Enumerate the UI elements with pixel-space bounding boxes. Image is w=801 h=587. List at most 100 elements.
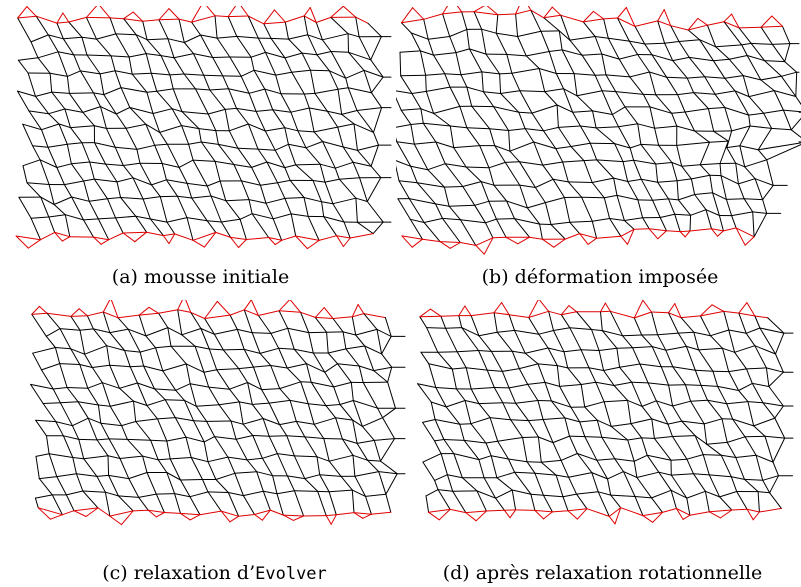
cell-edge [142, 20, 148, 41]
cell-edge [455, 48, 470, 54]
cell-edge [396, 160, 412, 167]
cell-edge [59, 328, 81, 331]
cell-edge [597, 491, 612, 496]
cell-edge [322, 141, 336, 169]
cell-edge [530, 493, 544, 496]
cell-edge [426, 327, 439, 353]
cell-edge [671, 112, 678, 127]
cell-edge [158, 8, 170, 21]
cell-edge [490, 350, 503, 372]
cell-edge [131, 73, 148, 93]
cell-edge [224, 108, 230, 132]
cell-edge [723, 310, 740, 314]
cell-edge [207, 491, 222, 512]
cell-edge [567, 367, 582, 385]
cell-edge [356, 442, 369, 461]
cell-edge [272, 475, 278, 495]
cell-edge [443, 186, 450, 207]
cell-edge [328, 460, 342, 477]
cell-edge [464, 400, 480, 405]
cell-edge [449, 86, 461, 107]
cell-edge [54, 347, 61, 365]
cell-edge [466, 86, 484, 93]
cell-edge [218, 404, 232, 422]
cell-edge [749, 125, 773, 129]
cell-edge [51, 494, 63, 516]
cell-edge [766, 159, 774, 186]
cell-edge [131, 72, 152, 75]
cell-edge [314, 307, 325, 318]
cell-edge [423, 222, 441, 243]
cell-edge [316, 51, 332, 56]
cell-edge [145, 327, 169, 337]
cell-edge [351, 489, 355, 514]
cell-edge [312, 180, 323, 203]
cell-edge [61, 510, 75, 516]
cell-edge [70, 348, 86, 355]
cell-edge [238, 239, 247, 248]
cell-edge [235, 438, 248, 461]
cell-edge [607, 37, 630, 42]
cell-edge [666, 76, 679, 96]
cell-edge [22, 159, 41, 167]
cell-edge [603, 366, 621, 371]
cell-edge [679, 230, 691, 233]
cell-edge [237, 147, 259, 150]
cell-edge [595, 127, 616, 145]
cell-edge [117, 317, 129, 330]
cell-edge [527, 420, 539, 438]
cell-edge [51, 91, 66, 110]
cell-edge [169, 458, 181, 481]
cell-edge [694, 435, 708, 445]
cell-edge [637, 123, 656, 129]
cell-edge [744, 436, 757, 456]
cell-edge [445, 400, 466, 408]
cell-edge [671, 162, 683, 167]
cell-edge [548, 310, 562, 316]
cell-edge [337, 88, 343, 115]
cell-edge [717, 230, 724, 237]
cell-edge [181, 125, 190, 145]
cell-edge [83, 219, 94, 238]
cell-edge [614, 458, 635, 462]
cell-edge [63, 184, 73, 198]
cell-edge [241, 180, 250, 201]
cell-edge [428, 363, 453, 370]
cell-edge [569, 435, 586, 438]
cell-edge [672, 366, 686, 386]
cell-edge [313, 417, 337, 425]
cell-edge [475, 244, 485, 255]
cell-edge [313, 423, 325, 439]
cell-edge [177, 300, 183, 311]
cell-edge [396, 124, 412, 128]
cell-edge [265, 197, 286, 204]
cell-edge [537, 436, 542, 463]
cell-edge [728, 55, 748, 60]
cell-edge [284, 197, 305, 199]
cell-edge [430, 401, 436, 420]
cell-edge [634, 496, 644, 517]
cell-edge [355, 197, 358, 223]
cell-edge [609, 218, 622, 237]
cell-edge [125, 127, 138, 150]
cell-edge [529, 236, 543, 240]
cell-edge [325, 404, 341, 407]
cell-edge [476, 490, 487, 512]
cell-edge [655, 400, 674, 407]
cell-edge [452, 490, 467, 514]
cell-edge [135, 34, 148, 41]
cell-edge [367, 459, 380, 473]
cell-edge [132, 177, 144, 200]
cell-edge [52, 388, 61, 404]
cell-edge [506, 200, 528, 209]
cell-edge [478, 459, 485, 479]
cell-edge [198, 128, 217, 132]
cell-edge [666, 76, 688, 79]
cell-edge [629, 71, 650, 78]
cell-edge [65, 490, 84, 496]
cell-edge [640, 178, 654, 201]
cell-edge [718, 215, 724, 232]
cell-edge [87, 382, 103, 389]
cell-edge [425, 86, 451, 92]
cell-edge [85, 6, 98, 18]
